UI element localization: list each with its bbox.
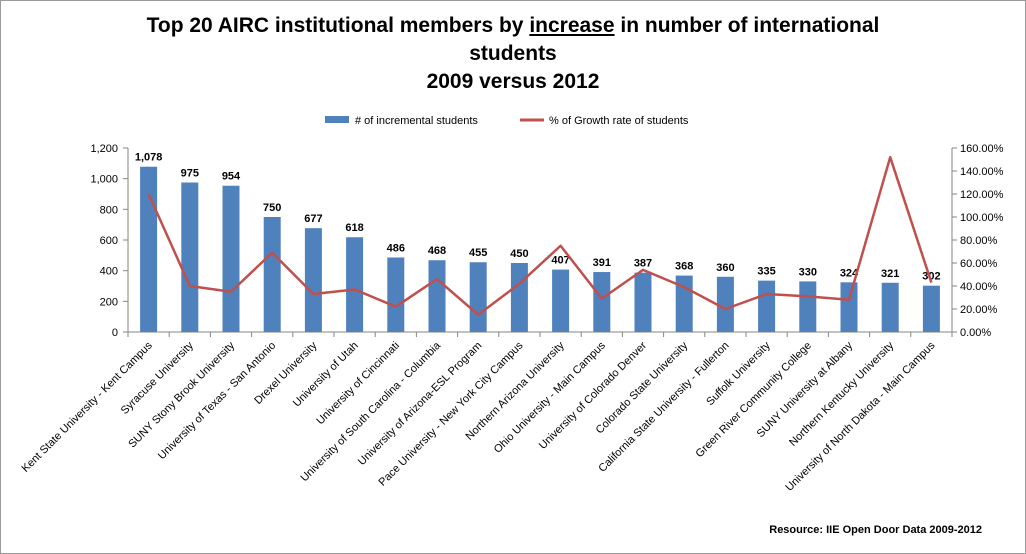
- bar: [881, 282, 899, 332]
- bar-data-label: 335: [757, 266, 775, 278]
- bar-data-labels: 1,078 975 954 750 677 618 486 468 455 450 407 391 38…: [135, 152, 941, 283]
- legend: # of incremental students % of Growth ra…: [325, 115, 689, 127]
- legend-label-line: % of Growth rate of students: [549, 115, 689, 127]
- y-left-tick-label: 0: [112, 327, 118, 339]
- y-right-tick-label: 100.00%: [960, 212, 1004, 224]
- bar-data-label: 360: [716, 262, 734, 274]
- bar: [140, 166, 158, 332]
- bar-data-label: 468: [428, 245, 446, 257]
- x-axis-category-label: Pace University - New York City Campus: [377, 339, 526, 488]
- bar: [634, 272, 652, 332]
- bar-data-label: 324: [840, 267, 859, 279]
- y-left-tick-label: 1,000: [90, 174, 118, 186]
- bar-data-label: 1,078: [135, 152, 163, 164]
- bar: [428, 260, 446, 332]
- bar-data-label: 407: [551, 255, 569, 267]
- legend-swatch-bars: [325, 116, 349, 123]
- bar: [304, 228, 322, 332]
- source-note: Resource: IIE Open Door Data 2009-2012: [769, 524, 982, 536]
- x-axis-category-label: University of North Dakota - Main Campus: [783, 339, 938, 494]
- x-axis-category-label: Syracuse University: [119, 339, 197, 417]
- bar-data-label: 486: [387, 242, 405, 254]
- chart-title: Top 20 AIRC institutional members by inc…: [0, 12, 1026, 96]
- x-axis-tick-labels: Kent State University - Kent CampusSyrac…: [20, 339, 938, 494]
- legend-label-bars: # of incremental students: [355, 115, 478, 127]
- bar: [799, 281, 817, 332]
- bar: [716, 276, 734, 332]
- bar-data-label: 975: [181, 168, 199, 180]
- y-left-tick-label: 400: [100, 266, 118, 278]
- bar: [222, 185, 240, 332]
- bar-data-label: 302: [922, 271, 940, 283]
- bar: [593, 272, 611, 332]
- y-right-tick-label: 40.00%: [960, 281, 998, 293]
- bar: [922, 285, 940, 332]
- bar-data-label: 954: [222, 171, 241, 183]
- title-underlined-word: increase: [529, 14, 615, 37]
- bar: [552, 269, 570, 332]
- bar-data-label: 330: [799, 266, 817, 278]
- growth-rate-line: [147, 155, 933, 316]
- title-line1-after: in number of international: [614, 14, 880, 37]
- y-right-tick-label: 120.00%: [960, 189, 1004, 201]
- bar: [758, 280, 776, 332]
- bar: [469, 262, 487, 332]
- y-left-tick-label: 200: [100, 296, 118, 308]
- bar-data-label: 750: [263, 202, 281, 214]
- bar: [181, 182, 199, 332]
- y-left-tick-label: 800: [100, 204, 118, 216]
- bar-data-label: 450: [510, 248, 528, 260]
- bar-data-label: 391: [593, 257, 611, 269]
- bar-data-label: 618: [345, 222, 363, 234]
- y-right-tick-label: 140.00%: [960, 166, 1004, 178]
- bar: [510, 263, 528, 332]
- title-line3: 2009 versus 2012: [426, 70, 600, 93]
- title-line1-before: Top 20 AIRC institutional members by: [146, 14, 530, 37]
- bar-series: [140, 166, 940, 332]
- bar-data-label: 321: [881, 268, 899, 280]
- bar-data-label: 368: [675, 261, 693, 273]
- bar: [387, 257, 405, 332]
- bar: [263, 217, 281, 332]
- bar-data-label: 455: [469, 247, 487, 259]
- bar: [346, 237, 364, 332]
- y-right-tick-label: 60.00%: [960, 258, 998, 270]
- bar: [840, 282, 858, 332]
- y-right-tick-label: 160.00%: [960, 143, 1004, 155]
- y-left-tick-label: 1,200: [90, 143, 118, 155]
- y-right-tick-label: 0.00%: [960, 327, 991, 339]
- line-series: [147, 155, 933, 316]
- x-axis-category-label: University of Cincinnati: [314, 340, 402, 428]
- y-right-tick-label: 20.00%: [960, 304, 998, 316]
- y-right-tick-label: 80.00%: [960, 235, 998, 247]
- bar-data-label: 677: [304, 213, 322, 225]
- y-left-tick-label: 600: [100, 235, 118, 247]
- title-line2: students: [469, 42, 557, 65]
- bar-data-label: 387: [634, 258, 652, 270]
